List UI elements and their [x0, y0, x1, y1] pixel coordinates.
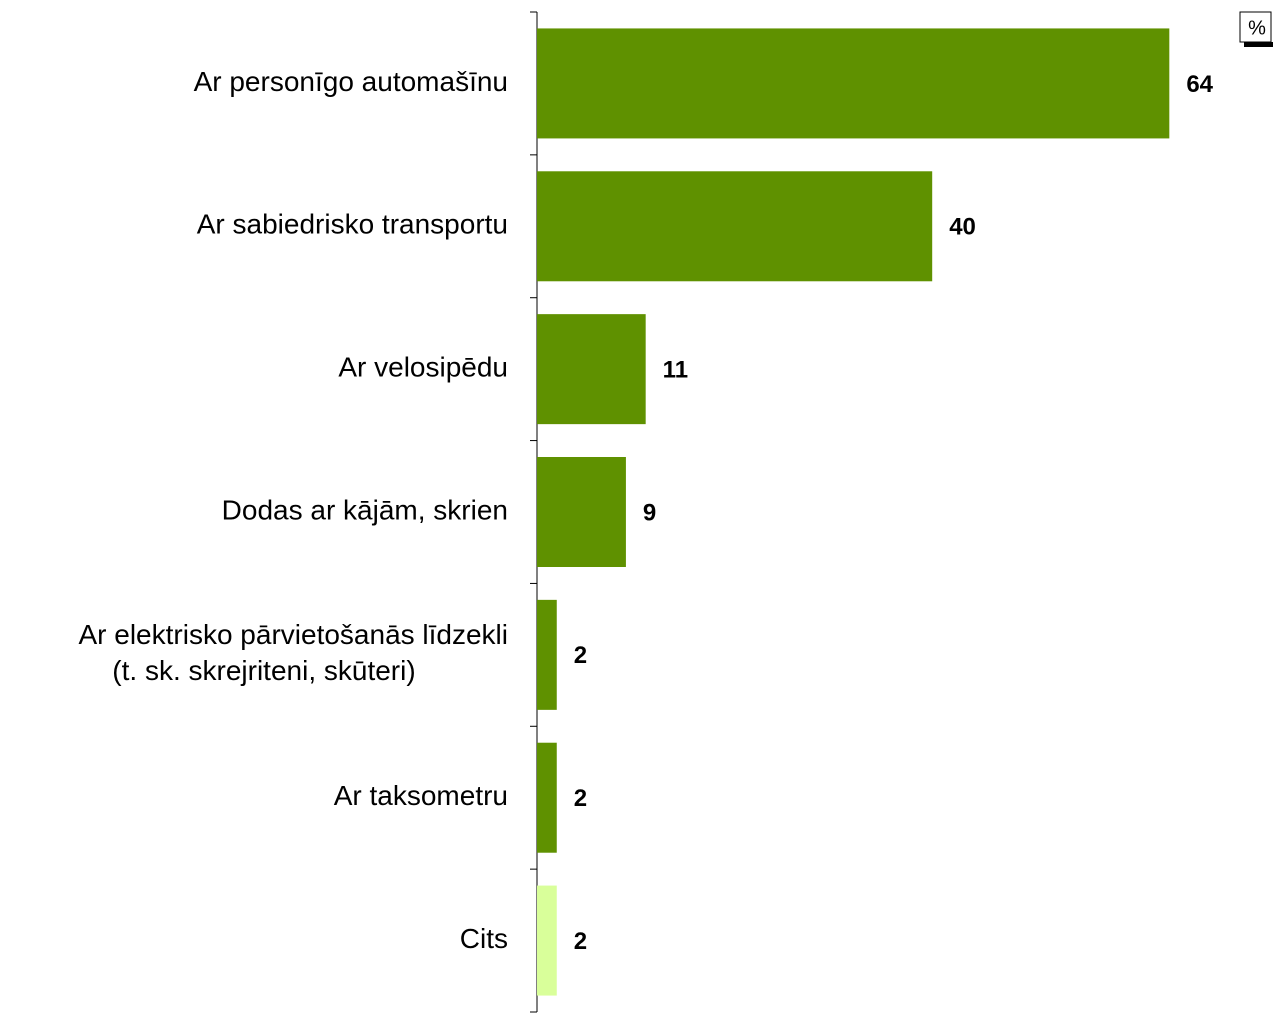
- bar: [537, 599, 557, 710]
- unit-label: %: [1248, 17, 1266, 39]
- bar: [537, 885, 557, 996]
- value-label: 40: [949, 214, 976, 241]
- category-label: Ar elektrisko pārvietošanās līdzekli (t. …: [78, 619, 508, 686]
- value-label: 2: [574, 642, 587, 669]
- unit-underline: [1244, 42, 1273, 47]
- category-label: Ar personīgo automašīnu: [194, 66, 508, 97]
- value-label: 64: [1186, 71, 1213, 98]
- value-label: 2: [574, 928, 587, 955]
- category-label: Cits: [460, 923, 508, 954]
- category-label: Ar velosipēdu: [338, 352, 508, 383]
- value-label: 11: [663, 356, 688, 383]
- bar: [537, 28, 1170, 139]
- value-label: 2: [574, 785, 587, 812]
- bar: [537, 314, 646, 425]
- bar: [537, 171, 933, 282]
- value-label: 9: [643, 499, 656, 526]
- category-label: Dodas ar kājām, skrien: [222, 494, 508, 525]
- bar: [537, 457, 626, 567]
- category-label: Ar taksometru: [334, 780, 508, 811]
- category-label: Ar sabiedrisko transportu: [197, 209, 508, 240]
- bar: [537, 742, 557, 853]
- unit-box: [1239, 11, 1272, 43]
